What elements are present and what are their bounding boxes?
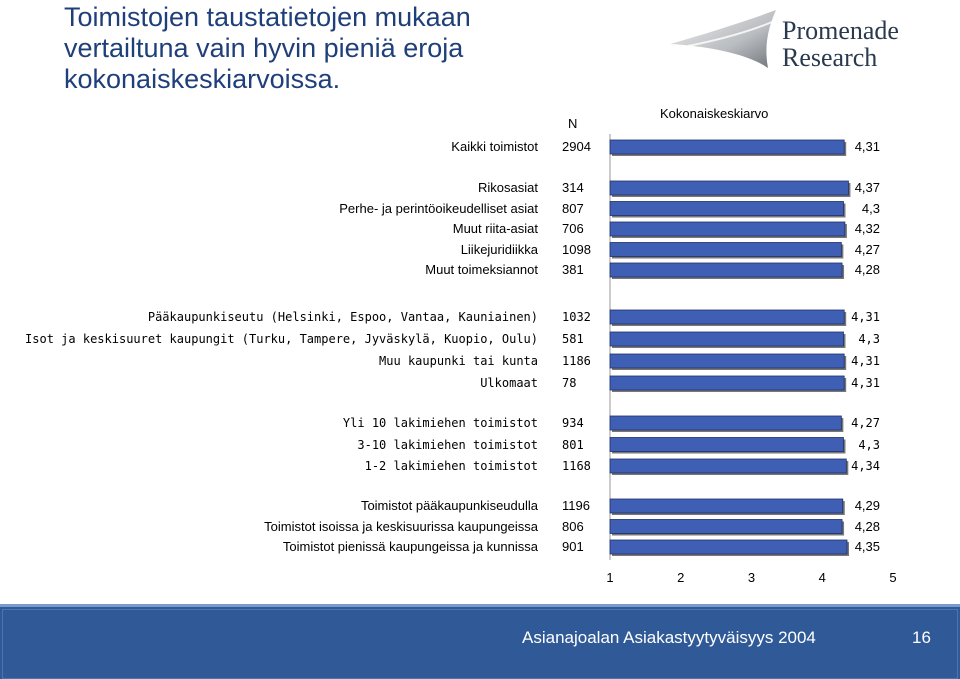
bar <box>609 415 842 431</box>
n-count: 581 <box>562 332 584 346</box>
x-tick-label: 5 <box>889 570 897 585</box>
data-label: 4,3 <box>858 437 880 452</box>
n-count: 1032 <box>562 310 591 324</box>
bar <box>609 309 845 325</box>
n-count: 706 <box>562 221 584 236</box>
category-label: Perhe- ja perintöoikeudelliset asiat <box>339 200 538 216</box>
category-label: Muut toimeksiannot <box>425 262 538 277</box>
value-column-header: Kokonaiskeskiarvo <box>660 106 769 121</box>
footer-title: Asianajoalan Asiakastyytyväisyys 2004 <box>522 628 816 647</box>
category-label: Rikosasiat <box>478 180 538 195</box>
data-label: 4,29 <box>854 498 880 513</box>
data-label: 4,28 <box>854 518 880 534</box>
n-count: 1098 <box>562 241 591 257</box>
bar <box>609 180 849 196</box>
bar <box>609 139 845 155</box>
category-label: Toimistot isoissa ja keskisuurissa kaupu… <box>264 518 538 534</box>
category-label: Liikejuridiikka <box>460 241 538 257</box>
bar <box>609 242 842 257</box>
logo-swoosh-icon <box>670 10 776 68</box>
bar <box>609 519 843 534</box>
n-count: 1196 <box>562 498 590 513</box>
category-label: Ulkomaat <box>480 376 538 390</box>
data-label: 4,31 <box>851 354 880 368</box>
category-label: Muut riita-asiat <box>452 221 538 236</box>
n-column-header: N <box>568 116 578 131</box>
category-label: Toimistot pääkaupunkiseudulla <box>360 498 538 513</box>
bar <box>609 375 845 391</box>
data-label: 4,31 <box>854 139 880 154</box>
n-count: 807 <box>562 200 584 216</box>
data-label: 4,37 <box>854 180 880 195</box>
bar-chart <box>609 134 851 560</box>
n-count: 78 <box>562 376 577 390</box>
x-tick-label: 2 <box>677 570 685 585</box>
n-count: 934 <box>562 416 584 430</box>
data-label: 4,32 <box>854 221 880 236</box>
bar <box>609 539 848 555</box>
category-label: Kaikki toimistot <box>451 139 538 154</box>
data-label: 4,27 <box>851 416 880 430</box>
bar <box>609 353 845 369</box>
bar <box>609 331 844 347</box>
n-count: 381 <box>562 262 584 277</box>
n-count: 801 <box>562 437 584 452</box>
x-tick-label: 1 <box>606 570 614 585</box>
category-label: Isot ja keskisuuret kaupungit (Turku, Ta… <box>25 332 538 346</box>
logo-text-line1: Promenade <box>782 16 899 45</box>
data-label: 4,3 <box>858 332 880 346</box>
n-count: 806 <box>562 518 584 534</box>
category-label: Yli 10 lakimiehen toimistot <box>342 416 538 430</box>
n-count: 2904 <box>562 139 591 154</box>
bar <box>609 458 847 474</box>
page-number: 16 <box>912 628 931 647</box>
bar <box>609 498 844 514</box>
footer-bar <box>0 604 960 679</box>
bar <box>609 221 846 237</box>
data-label: 4,31 <box>851 376 880 390</box>
category-label: 3-10 lakimiehen toimistot <box>357 437 538 452</box>
bar <box>609 437 844 452</box>
data-label: 4,35 <box>854 539 880 554</box>
category-label: 1-2 lakimiehen toimistot <box>364 459 538 473</box>
data-label: 4,31 <box>851 310 880 324</box>
page-title: Toimistojen taustatietojen mukaan vertai… <box>64 2 471 94</box>
n-count: 1168 <box>562 459 591 473</box>
n-count: 1186 <box>562 354 591 368</box>
category-label: Muu kaupunki tai kunta <box>379 354 538 368</box>
n-count: 314 <box>562 180 584 195</box>
x-tick-label: 4 <box>818 570 826 585</box>
data-label: 4,27 <box>854 241 880 257</box>
category-label: Pääkaupunkiseutu (Helsinki, Espoo, Vanta… <box>147 310 538 324</box>
x-tick-label: 3 <box>747 570 756 585</box>
bar <box>609 262 843 278</box>
bar <box>609 201 844 216</box>
logo-text-line2: Research <box>782 43 878 72</box>
category-label: Toimistot pienissä kaupungeissa ja kunni… <box>282 539 538 554</box>
n-count: 901 <box>562 539 584 554</box>
data-label: 4,3 <box>861 200 880 216</box>
data-label: 4,28 <box>854 262 880 277</box>
data-label: 4,34 <box>851 459 880 473</box>
